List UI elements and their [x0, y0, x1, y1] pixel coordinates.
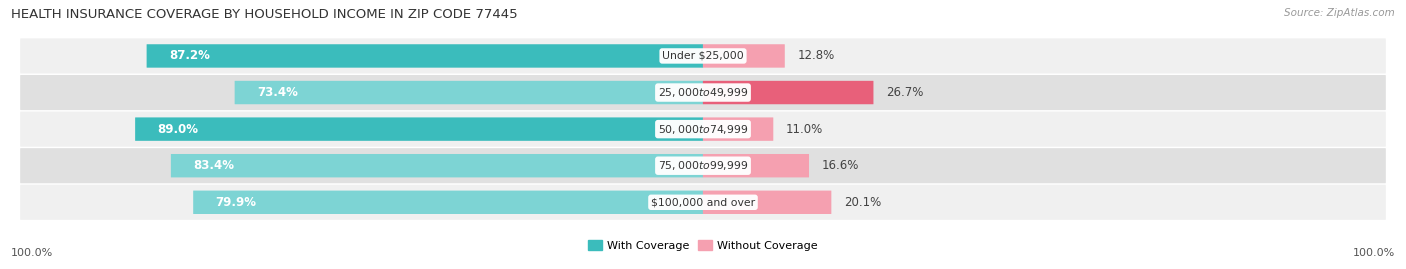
- Text: 20.1%: 20.1%: [844, 196, 882, 209]
- Text: 11.0%: 11.0%: [786, 123, 823, 136]
- Text: 87.2%: 87.2%: [169, 49, 209, 62]
- FancyBboxPatch shape: [193, 190, 703, 214]
- Text: 79.9%: 79.9%: [215, 196, 257, 209]
- FancyBboxPatch shape: [703, 44, 785, 68]
- FancyBboxPatch shape: [20, 112, 1386, 147]
- Text: Source: ZipAtlas.com: Source: ZipAtlas.com: [1284, 8, 1395, 18]
- FancyBboxPatch shape: [172, 154, 703, 178]
- Text: HEALTH INSURANCE COVERAGE BY HOUSEHOLD INCOME IN ZIP CODE 77445: HEALTH INSURANCE COVERAGE BY HOUSEHOLD I…: [11, 8, 517, 21]
- Text: $100,000 and over: $100,000 and over: [651, 197, 755, 207]
- Text: 89.0%: 89.0%: [157, 123, 198, 136]
- Text: Under $25,000: Under $25,000: [662, 51, 744, 61]
- FancyBboxPatch shape: [703, 117, 773, 141]
- Legend: With Coverage, Without Coverage: With Coverage, Without Coverage: [583, 236, 823, 255]
- Text: $50,000 to $74,999: $50,000 to $74,999: [658, 123, 748, 136]
- Text: 100.0%: 100.0%: [11, 248, 53, 258]
- Text: $75,000 to $99,999: $75,000 to $99,999: [658, 159, 748, 172]
- FancyBboxPatch shape: [20, 185, 1386, 220]
- Text: 12.8%: 12.8%: [797, 49, 835, 62]
- FancyBboxPatch shape: [20, 148, 1386, 183]
- FancyBboxPatch shape: [146, 44, 703, 68]
- Text: 83.4%: 83.4%: [193, 159, 235, 172]
- FancyBboxPatch shape: [20, 75, 1386, 110]
- FancyBboxPatch shape: [703, 81, 873, 104]
- Text: 100.0%: 100.0%: [1353, 248, 1395, 258]
- FancyBboxPatch shape: [703, 190, 831, 214]
- FancyBboxPatch shape: [20, 38, 1386, 73]
- FancyBboxPatch shape: [703, 154, 808, 178]
- Text: 16.6%: 16.6%: [821, 159, 859, 172]
- Text: 26.7%: 26.7%: [886, 86, 924, 99]
- FancyBboxPatch shape: [135, 117, 703, 141]
- Text: $25,000 to $49,999: $25,000 to $49,999: [658, 86, 748, 99]
- Text: 73.4%: 73.4%: [257, 86, 298, 99]
- FancyBboxPatch shape: [235, 81, 703, 104]
